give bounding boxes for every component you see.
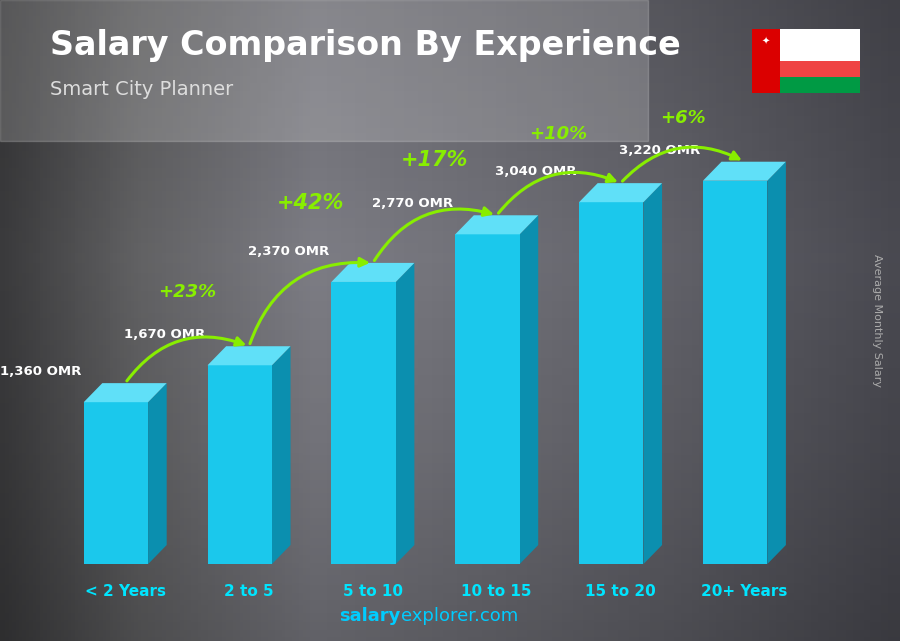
Polygon shape bbox=[272, 346, 291, 564]
Text: 15 to 20: 15 to 20 bbox=[585, 584, 656, 599]
Bar bbox=[579, 202, 644, 564]
Text: 1,360 OMR: 1,360 OMR bbox=[0, 365, 81, 378]
Text: Salary Comparison By Experience: Salary Comparison By Experience bbox=[50, 29, 680, 62]
Text: Average Monthly Salary: Average Monthly Salary bbox=[872, 254, 883, 387]
Polygon shape bbox=[519, 215, 538, 564]
Bar bbox=[780, 61, 859, 77]
Text: 2,370 OMR: 2,370 OMR bbox=[248, 245, 328, 258]
Text: ✦: ✦ bbox=[761, 37, 770, 47]
Text: < 2 Years: < 2 Years bbox=[85, 584, 166, 599]
Text: +10%: +10% bbox=[529, 125, 588, 143]
Bar bbox=[703, 181, 768, 564]
Text: 5 to 10: 5 to 10 bbox=[343, 584, 403, 599]
Polygon shape bbox=[455, 215, 538, 235]
Text: +23%: +23% bbox=[158, 283, 216, 301]
Text: 20+ Years: 20+ Years bbox=[701, 584, 788, 599]
Bar bbox=[208, 365, 272, 564]
Text: 3,040 OMR: 3,040 OMR bbox=[495, 165, 577, 178]
Polygon shape bbox=[84, 383, 166, 402]
Bar bbox=[780, 77, 859, 93]
Text: 2,770 OMR: 2,770 OMR bbox=[372, 197, 453, 210]
Polygon shape bbox=[208, 346, 291, 365]
Polygon shape bbox=[148, 383, 166, 564]
Bar bbox=[84, 402, 148, 564]
Text: Smart City Planner: Smart City Planner bbox=[50, 80, 233, 99]
Bar bbox=[455, 235, 519, 564]
Text: +6%: +6% bbox=[660, 109, 706, 127]
Bar bbox=[331, 282, 396, 564]
Text: +42%: +42% bbox=[277, 193, 345, 213]
Text: +17%: +17% bbox=[401, 150, 469, 171]
Polygon shape bbox=[768, 162, 786, 564]
Text: 2 to 5: 2 to 5 bbox=[224, 584, 274, 599]
Bar bbox=[780, 29, 859, 61]
Text: 1,670 OMR: 1,670 OMR bbox=[124, 328, 205, 341]
Bar bbox=[0, 0, 648, 141]
Polygon shape bbox=[644, 183, 662, 564]
Bar bbox=[752, 29, 780, 93]
Polygon shape bbox=[703, 162, 786, 181]
Text: 10 to 15: 10 to 15 bbox=[462, 584, 532, 599]
Polygon shape bbox=[579, 183, 662, 202]
Text: explorer.com: explorer.com bbox=[400, 607, 518, 625]
Text: 3,220 OMR: 3,220 OMR bbox=[619, 144, 700, 156]
Text: salary: salary bbox=[339, 607, 400, 625]
Polygon shape bbox=[331, 263, 414, 282]
Polygon shape bbox=[396, 263, 414, 564]
